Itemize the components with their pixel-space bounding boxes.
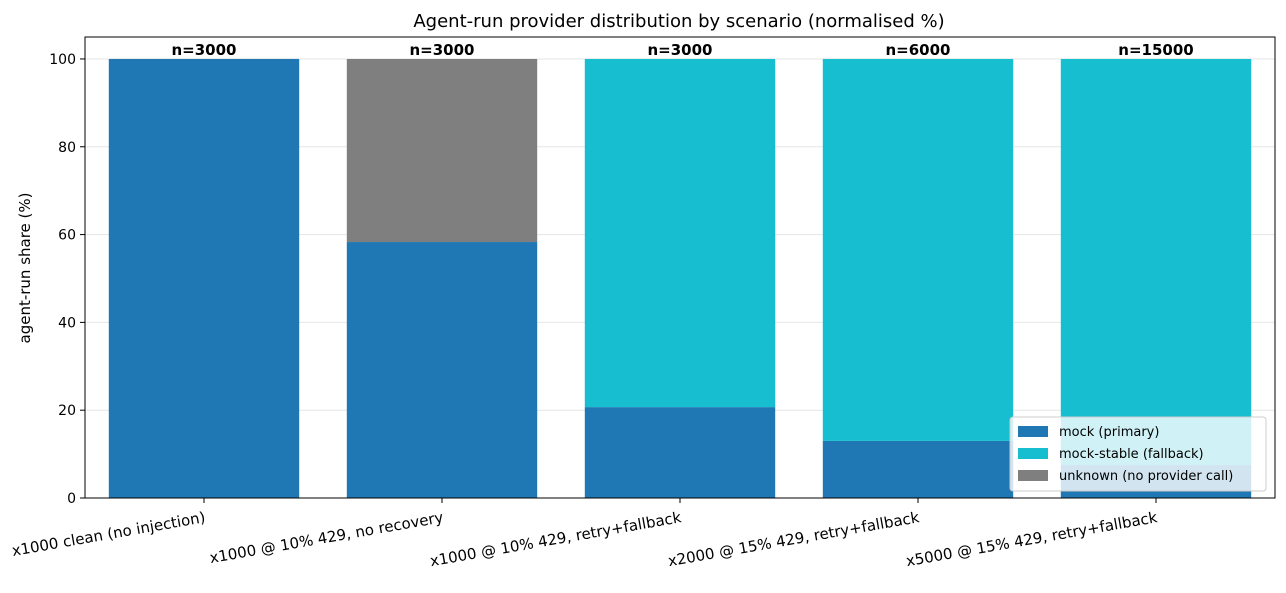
bar-segment [584, 407, 776, 498]
y-tick-label: 60 [58, 228, 76, 244]
legend-swatch [1018, 448, 1048, 459]
y-tick-label: 0 [67, 491, 76, 507]
bar-segment [822, 440, 1014, 498]
bars-layer [108, 58, 1252, 498]
legend-label: unknown (no provider call) [1059, 469, 1233, 484]
legend-label: mock-stable (fallback) [1059, 447, 1204, 462]
x-tick-label: x1000 @ 10% 429, retry+fallback [429, 508, 683, 570]
bar-count-label: n=15000 [1118, 41, 1193, 59]
x-tick-label: x5000 @ 15% 429, retry+fallback [905, 508, 1159, 570]
bar-count-labels: n=3000 n=3000 n=3000 n=6000 n=15000 [172, 41, 1194, 59]
bar-segment [584, 58, 776, 408]
x-tick-label: x1000 clean (no injection) [10, 508, 206, 560]
y-tick-label: 80 [58, 140, 76, 156]
bar-count-label: n=3000 [172, 41, 237, 59]
y-tick-label: 100 [49, 52, 76, 68]
bar-count-label: n=3000 [648, 41, 713, 59]
bar-segment [822, 58, 1014, 441]
x-tick-label: x2000 @ 15% 429, retry+fallback [667, 508, 921, 570]
bar-segment [346, 242, 538, 498]
bar-segment [108, 58, 300, 498]
legend-box [1009, 416, 1267, 492]
y-tick-label: 40 [58, 315, 76, 331]
bar-count-label: n=3000 [410, 41, 475, 59]
bar-count-label: n=6000 [886, 41, 951, 59]
y-tick-label: 20 [58, 403, 76, 419]
y-axis-label: agent-run share (%) [16, 193, 34, 344]
legend-swatch [1018, 470, 1048, 481]
bar-segment [1060, 58, 1252, 466]
legend-label: mock (primary) [1059, 425, 1159, 440]
legend: mock (primary) mock-stable (fallback) unkn… [1009, 416, 1267, 492]
bar-segment [346, 58, 538, 243]
legend-swatch [1018, 426, 1048, 437]
chart-title: Agent-run provider distribution by scena… [413, 11, 944, 32]
x-tick-label: x1000 @ 10% 429, no recovery [208, 508, 445, 567]
